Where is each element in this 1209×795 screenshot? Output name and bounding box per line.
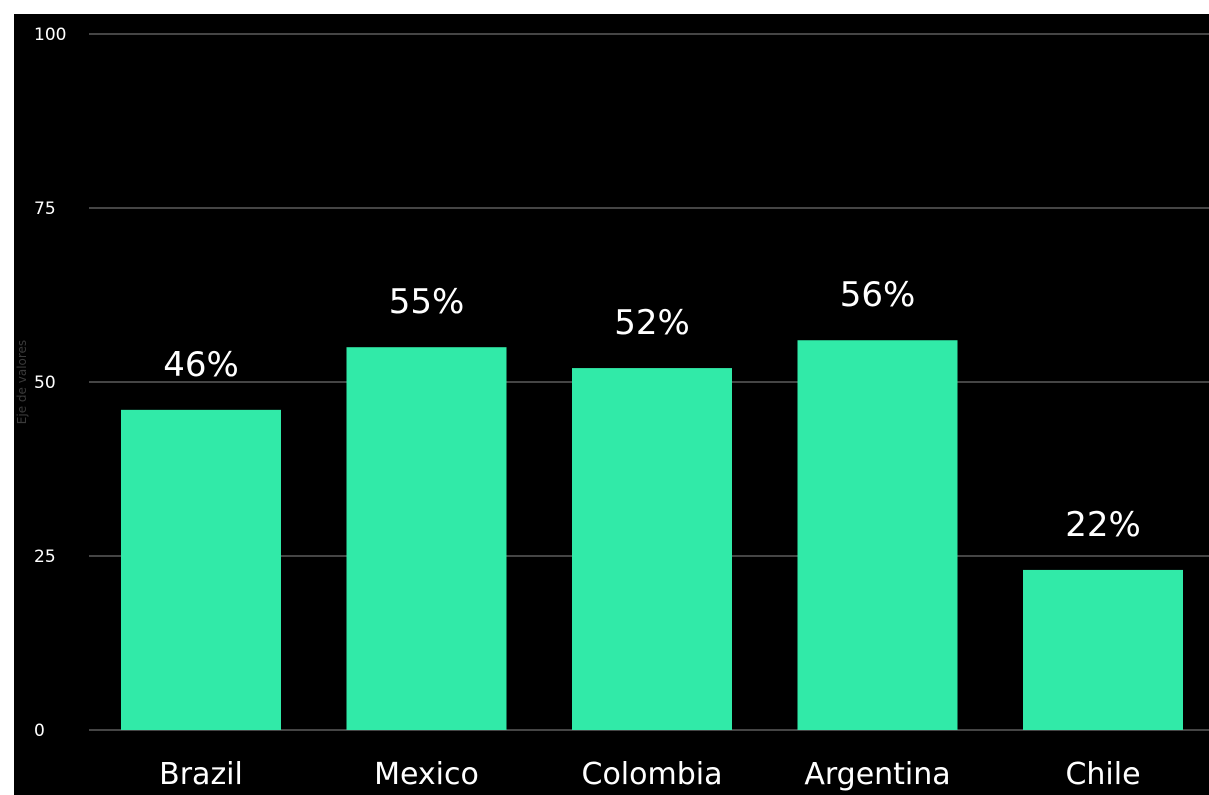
data-label: 46%	[163, 345, 239, 385]
y-axis-label: Eje de valores	[15, 340, 29, 424]
data-labels: 46% 55% 52% 56% 22%	[163, 275, 1141, 545]
y-tick-label: 75	[34, 199, 56, 219]
x-tick-label: Brazil	[159, 757, 243, 792]
data-label: 55%	[389, 282, 465, 322]
y-axis-ticks: 0 25 50 75 100	[34, 25, 66, 741]
bars	[121, 340, 1183, 730]
x-tick-label: Colombia	[582, 757, 723, 792]
bar	[797, 340, 958, 730]
y-tick-label: 25	[34, 547, 56, 567]
y-tick-label: 50	[34, 373, 56, 393]
data-label: 56%	[840, 275, 916, 315]
x-tick-label: Argentina	[804, 757, 950, 792]
bar	[572, 368, 732, 730]
bar	[1023, 569, 1183, 730]
bar	[121, 409, 281, 730]
data-label: 22%	[1065, 505, 1141, 545]
y-tick-label: 100	[34, 25, 66, 45]
bar	[346, 347, 507, 730]
x-tick-label: Chile	[1065, 757, 1140, 792]
data-label: 52%	[614, 303, 690, 343]
y-tick-label: 0	[34, 721, 45, 741]
x-tick-label: Mexico	[374, 757, 479, 792]
x-axis-categories: Brazil Mexico Colombia Argentina Chile	[159, 757, 1140, 792]
